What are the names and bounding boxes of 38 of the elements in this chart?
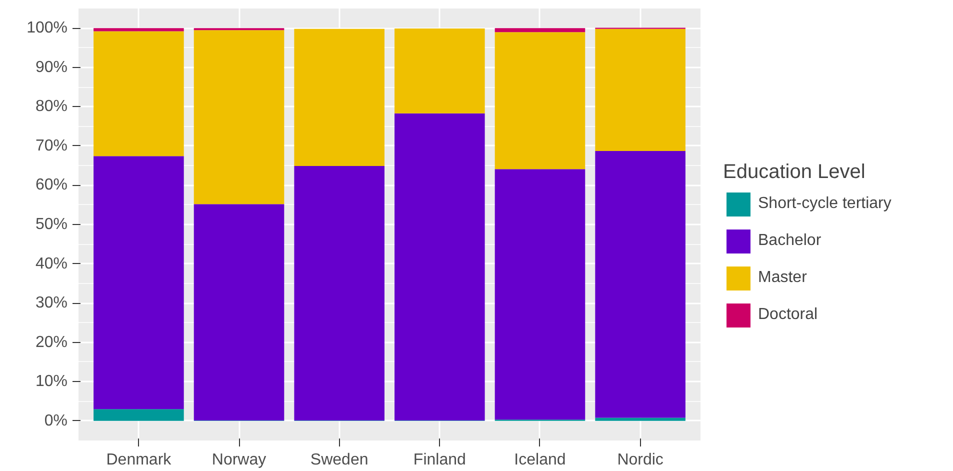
x-tick-label: Nordic	[617, 452, 664, 468]
bar	[494, 28, 586, 32]
legend-label: Master	[758, 269, 807, 287]
x-tick-label: Norway	[212, 452, 266, 468]
legend-label: Short-cycle tertiary	[758, 195, 892, 213]
y-tick-label: 0%	[44, 412, 68, 430]
y-tick-label: 40%	[35, 255, 68, 272]
bar	[94, 409, 184, 421]
bar	[595, 151, 686, 418]
y-tick-label: 30%	[35, 294, 68, 312]
bar	[494, 169, 586, 420]
legend-title: Education Level	[723, 161, 866, 184]
bar	[394, 113, 485, 420]
bar	[294, 28, 384, 166]
y-tick-label: 80%	[35, 98, 68, 116]
y-tick-label: 70%	[35, 137, 68, 154]
y-tick-label: 50%	[35, 216, 68, 233]
legend-label: Doctoral	[758, 306, 818, 324]
bar	[294, 166, 384, 420]
y-tick-label: 60%	[35, 176, 68, 194]
y-tick-label: 90%	[35, 58, 68, 76]
x-tick-label: Denmark	[106, 452, 172, 468]
x-tick-label: Finland	[413, 452, 466, 468]
x-tick-label: Sweden	[310, 452, 368, 468]
bar	[194, 204, 284, 420]
bar	[595, 418, 686, 421]
bar	[94, 28, 184, 32]
bar	[494, 32, 586, 170]
bar	[94, 156, 184, 410]
x-tick-label: Iceland	[514, 452, 566, 468]
bar	[194, 30, 284, 204]
y-tick-label: 100%	[26, 20, 68, 37]
bar	[595, 28, 686, 152]
legend-label: Bachelor	[758, 232, 822, 250]
bar	[394, 28, 485, 114]
bar	[94, 31, 184, 156]
y-tick-label: 20%	[35, 334, 68, 351]
y-tick-label: 10%	[35, 373, 68, 390]
